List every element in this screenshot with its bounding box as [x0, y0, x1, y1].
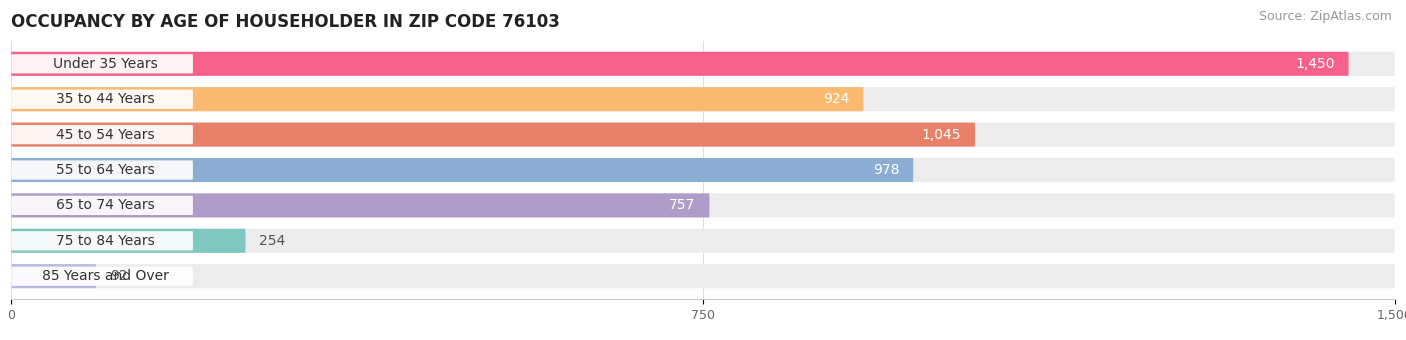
FancyBboxPatch shape [11, 122, 976, 147]
Text: 65 to 74 Years: 65 to 74 Years [56, 199, 155, 212]
Text: Under 35 Years: Under 35 Years [53, 57, 157, 71]
FancyBboxPatch shape [11, 52, 1395, 76]
Text: OCCUPANCY BY AGE OF HOUSEHOLDER IN ZIP CODE 76103: OCCUPANCY BY AGE OF HOUSEHOLDER IN ZIP C… [11, 13, 560, 31]
FancyBboxPatch shape [11, 87, 1395, 111]
FancyBboxPatch shape [11, 231, 193, 251]
FancyBboxPatch shape [11, 193, 1395, 218]
FancyBboxPatch shape [11, 89, 193, 109]
FancyBboxPatch shape [11, 264, 96, 288]
Text: 757: 757 [669, 199, 696, 212]
FancyBboxPatch shape [11, 87, 863, 111]
FancyBboxPatch shape [11, 122, 1395, 147]
FancyBboxPatch shape [11, 52, 1348, 76]
FancyBboxPatch shape [11, 267, 193, 286]
Text: 978: 978 [873, 163, 900, 177]
Text: 35 to 44 Years: 35 to 44 Years [56, 92, 155, 106]
FancyBboxPatch shape [11, 158, 1395, 182]
Text: 254: 254 [259, 234, 285, 248]
FancyBboxPatch shape [11, 54, 193, 73]
Text: 924: 924 [824, 92, 849, 106]
FancyBboxPatch shape [11, 196, 193, 215]
FancyBboxPatch shape [11, 229, 1395, 253]
FancyBboxPatch shape [11, 264, 1395, 288]
Text: 45 to 54 Years: 45 to 54 Years [56, 128, 155, 141]
Text: 92: 92 [110, 269, 128, 283]
Text: 75 to 84 Years: 75 to 84 Years [56, 234, 155, 248]
FancyBboxPatch shape [11, 160, 193, 180]
Text: 1,045: 1,045 [922, 128, 962, 141]
FancyBboxPatch shape [11, 193, 710, 218]
FancyBboxPatch shape [11, 125, 193, 144]
FancyBboxPatch shape [11, 158, 914, 182]
FancyBboxPatch shape [11, 229, 246, 253]
Text: Source: ZipAtlas.com: Source: ZipAtlas.com [1258, 10, 1392, 23]
Text: 55 to 64 Years: 55 to 64 Years [56, 163, 155, 177]
Text: 85 Years and Over: 85 Years and Over [42, 269, 169, 283]
Text: 1,450: 1,450 [1295, 57, 1334, 71]
